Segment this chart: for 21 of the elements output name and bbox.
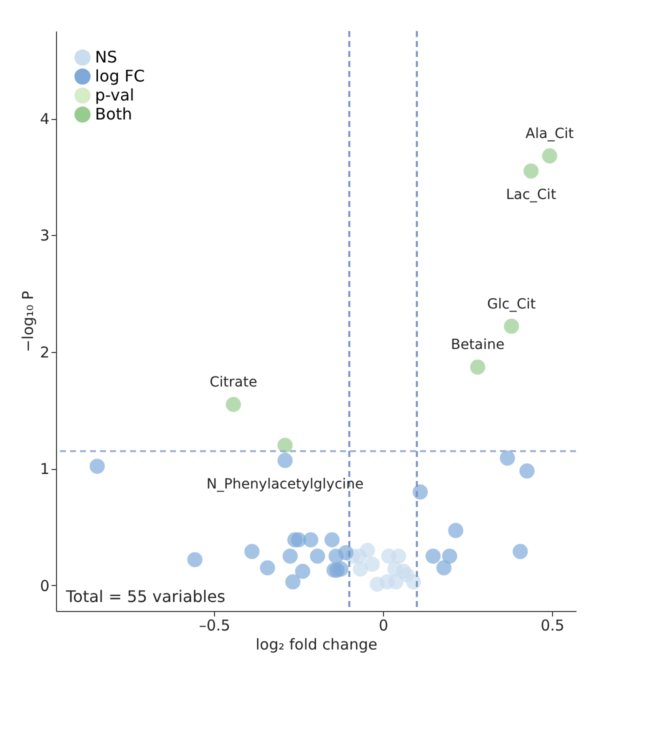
annotation: Citrate [210, 374, 258, 390]
y-tick-label: 3 [40, 226, 50, 245]
y-tick-label: 4 [40, 110, 50, 128]
x-tick-label: –0.5 [198, 616, 230, 634]
legend-label: log FC [95, 66, 145, 86]
annotation: Lac_Cit [506, 187, 557, 204]
annotation: Total = 55 variables [65, 587, 226, 606]
y-tick-label: 2 [40, 343, 50, 362]
annotation: Betaine [450, 337, 505, 354]
annotation: Ala_Cit [526, 126, 574, 142]
y-axis-title: −log₁₀ P [18, 290, 37, 352]
x-axis-title: log₂ fold change [256, 636, 378, 654]
y-tick-label: 0 [40, 576, 50, 595]
annotation: N_Phenylacetylglycine [206, 476, 364, 492]
x-tick-label: 0.5 [540, 616, 564, 634]
x-tick-label: 0 [378, 616, 388, 634]
y-tick-label: 1 [40, 460, 50, 478]
legend-label: Both [95, 104, 132, 124]
legend-label: NS [95, 48, 118, 66]
annotation: Glc_Cit [487, 296, 536, 312]
legend-label: p-val [95, 86, 134, 104]
